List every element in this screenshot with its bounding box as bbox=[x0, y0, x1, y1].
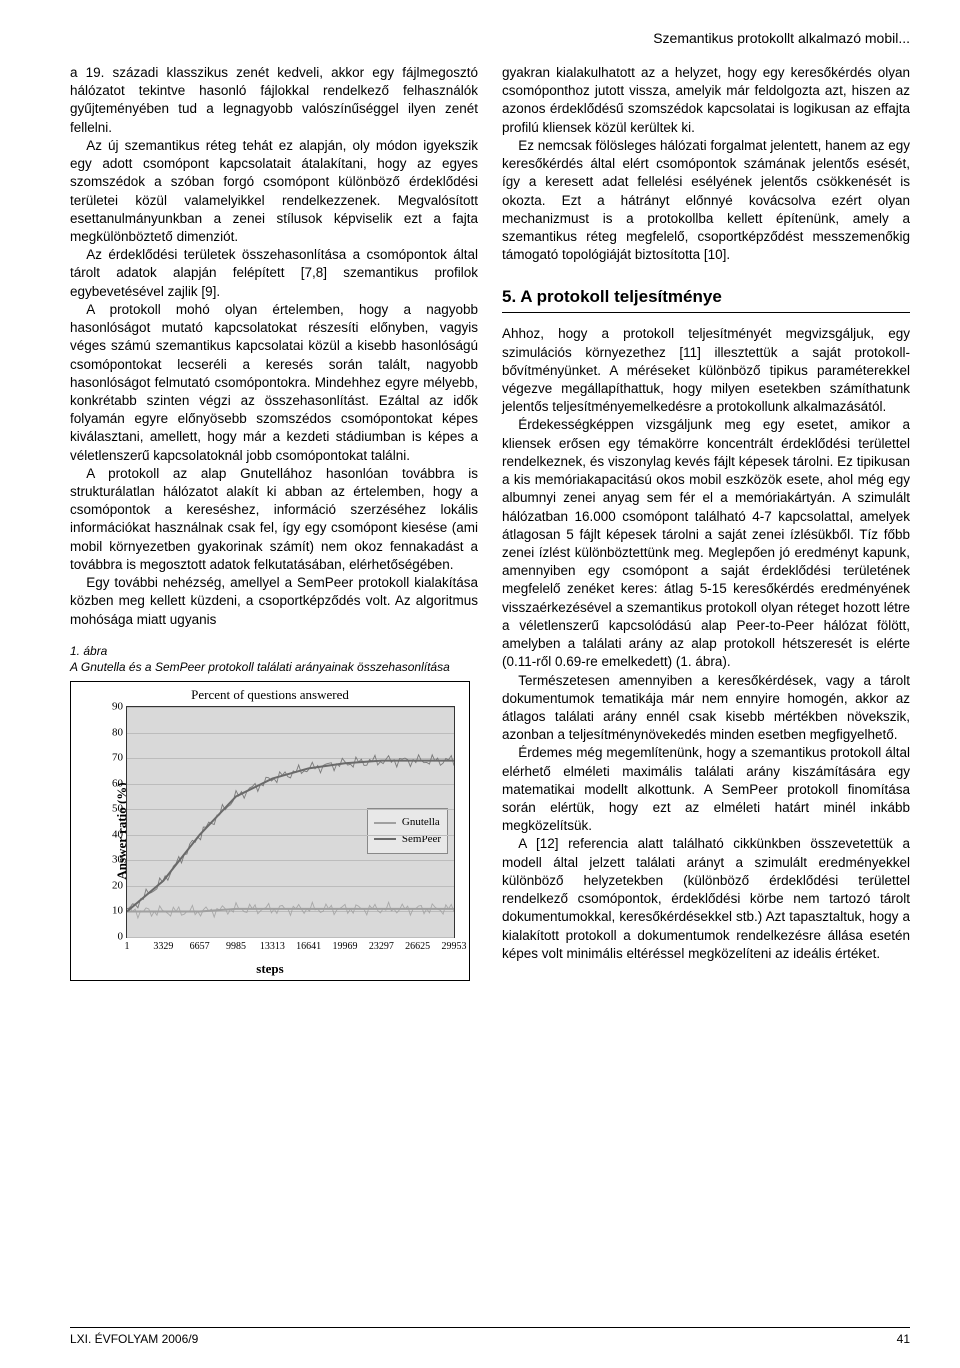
chart-series-noise bbox=[127, 902, 454, 918]
y-tick-label: 20 bbox=[112, 878, 127, 893]
chart-series-noise bbox=[127, 755, 454, 909]
x-tick-label: 29953 bbox=[442, 937, 467, 954]
x-tick-label: 9985 bbox=[226, 937, 246, 954]
y-tick-label: 60 bbox=[112, 776, 127, 791]
x-tick-label: 1 bbox=[125, 937, 130, 954]
y-tick-label: 90 bbox=[112, 700, 127, 715]
paragraph: Ahhoz, hogy a protokoll teljesítményét m… bbox=[502, 325, 910, 416]
figure-label: 1. ábra bbox=[70, 643, 478, 659]
running-head: Szemantikus protokollt alkalmazó mobil..… bbox=[70, 30, 910, 46]
paragraph: Érdekességképpen vizsgáljunk meg egy ese… bbox=[502, 416, 910, 671]
figure-caption: A Gnutella és a SemPeer protokoll talála… bbox=[70, 660, 478, 675]
paragraph: Természetesen amennyiben a keresőkérdése… bbox=[502, 672, 910, 745]
left-column: a 19. századi klasszikus zenét kedveli, … bbox=[70, 64, 478, 981]
y-tick-label: 70 bbox=[112, 751, 127, 766]
x-tick-label: 23297 bbox=[369, 937, 394, 954]
x-tick-label: 6657 bbox=[190, 937, 210, 954]
y-tick-label: 50 bbox=[112, 802, 127, 817]
y-tick-label: 40 bbox=[112, 827, 127, 842]
chart-lines bbox=[127, 707, 454, 937]
paragraph: Érdemes még megemlítenünk, hogy a szeman… bbox=[502, 744, 910, 835]
x-tick-label: 26625 bbox=[405, 937, 430, 954]
page-footer: LXI. ÉVFOLYAM 2006/9 41 bbox=[70, 1327, 910, 1346]
x-tick-label: 19969 bbox=[333, 937, 358, 954]
paragraph: A [12] referencia alatt található cikkün… bbox=[502, 835, 910, 963]
chart-series-sempeer bbox=[127, 761, 454, 912]
paragraph: gyakran kialakulhatott az a helyzet, hog… bbox=[502, 64, 910, 137]
chart-x-label: steps bbox=[256, 960, 283, 978]
paragraph: Az új szemantikus réteg tehát ez alapján… bbox=[70, 137, 478, 246]
page: Szemantikus protokollt alkalmazó mobil..… bbox=[0, 0, 960, 1368]
text-columns: a 19. századi klasszikus zenét kedveli, … bbox=[70, 64, 910, 981]
right-column: gyakran kialakulhatott az a helyzet, hog… bbox=[502, 64, 910, 981]
answer-ratio-chart: Percent of questions answered Answer rat… bbox=[70, 681, 470, 981]
chart-title: Percent of questions answered bbox=[71, 682, 469, 704]
paragraph: A protokoll az alap Gnutellához hasonlóa… bbox=[70, 465, 478, 574]
x-tick-label: 16641 bbox=[296, 937, 321, 954]
section-heading: 5. A protokoll teljesítménye bbox=[502, 286, 910, 313]
footer-issue: LXI. ÉVFOLYAM 2006/9 bbox=[70, 1332, 198, 1346]
x-tick-label: 13313 bbox=[260, 937, 285, 954]
chart-plot-area: Gnutella SemPeer 01020304050607080901332… bbox=[126, 706, 455, 938]
footer-page-number: 41 bbox=[897, 1332, 910, 1346]
paragraph: a 19. századi klasszikus zenét kedveli, … bbox=[70, 64, 478, 137]
paragraph: Egy további nehézség, amellyel a SemPeer… bbox=[70, 574, 478, 629]
paragraph: Ez nemcsak fölösleges hálózati forgalmat… bbox=[502, 137, 910, 265]
x-tick-label: 3329 bbox=[153, 937, 173, 954]
paragraph: Az érdeklődési területek összehasonlítás… bbox=[70, 246, 478, 301]
y-tick-label: 30 bbox=[112, 853, 127, 868]
y-tick-label: 10 bbox=[112, 904, 127, 919]
y-tick-label: 80 bbox=[112, 725, 127, 740]
paragraph: A protokoll mohó olyan értelemben, hogy … bbox=[70, 301, 478, 465]
